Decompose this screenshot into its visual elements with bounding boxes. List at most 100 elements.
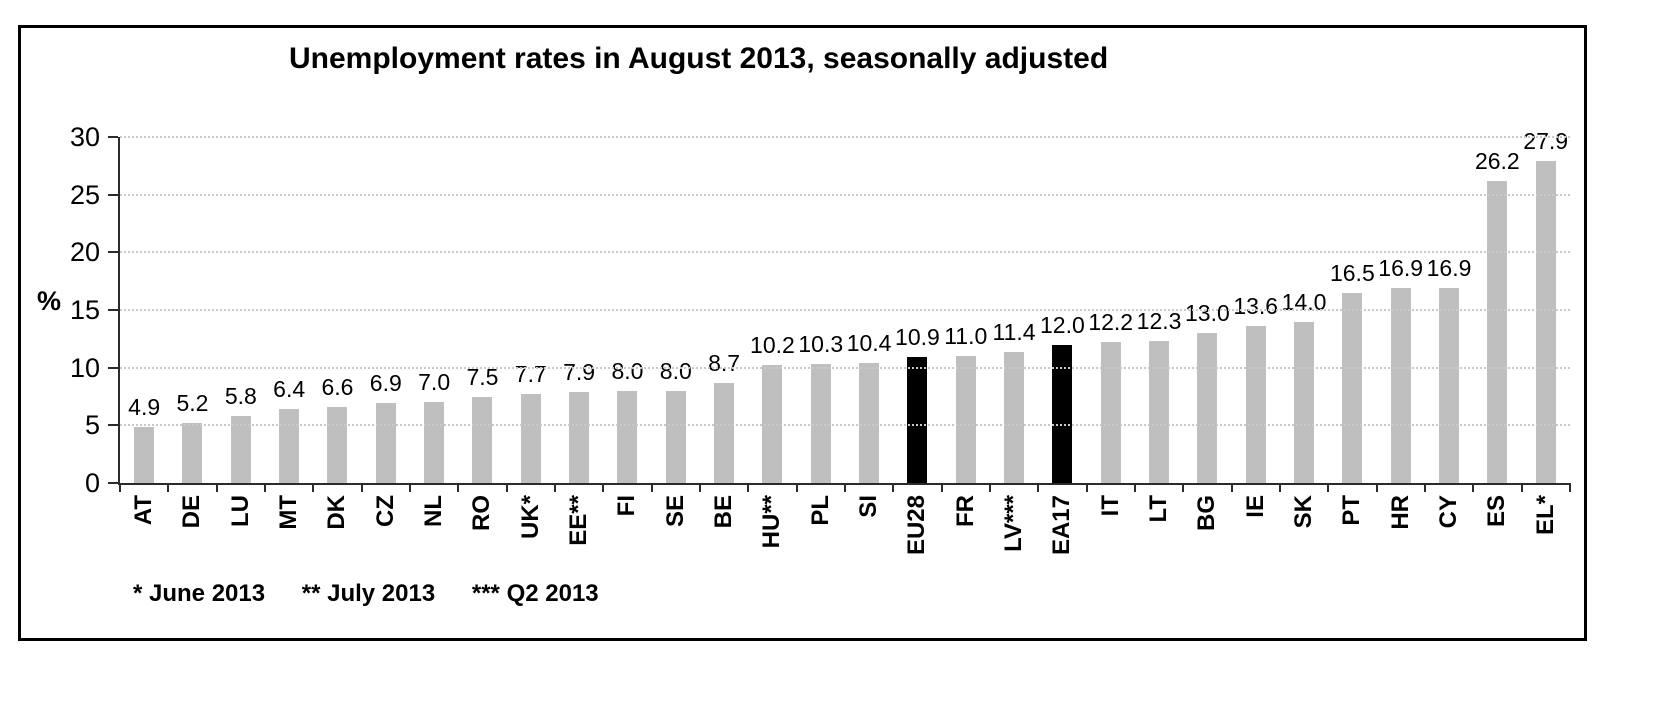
bar <box>1390 288 1411 483</box>
bar <box>1100 342 1121 483</box>
bar-group: 26.2 ES <box>1473 137 1521 527</box>
bar-value-label: 12.2 <box>1088 309 1134 336</box>
category-label: PL <box>806 495 834 526</box>
bar <box>810 364 831 483</box>
bar-value-label: 5.2 <box>176 390 209 417</box>
x-axis-tick <box>119 483 121 492</box>
x-axis-tick <box>1037 483 1040 492</box>
category-label: FR <box>951 495 979 527</box>
category-label: LT <box>1145 495 1173 523</box>
x-axis-tick <box>1134 483 1136 492</box>
bar-group: 8.7 BE <box>700 137 748 529</box>
bar-group: 11.0 FR <box>942 137 990 527</box>
bar <box>1245 326 1266 483</box>
x-axis-tick <box>457 483 460 492</box>
bar <box>230 416 251 483</box>
footnote-q2: *** Q2 2013 <box>471 580 599 607</box>
category-label: FI <box>613 495 641 517</box>
x-axis-tick <box>844 483 846 492</box>
x-axis-tick <box>409 483 411 492</box>
bar <box>907 357 928 483</box>
x-axis-tick <box>699 483 701 492</box>
y-axis-tick-label: 0 <box>84 468 100 498</box>
category-label: LV*** <box>1000 495 1028 552</box>
bar <box>1004 351 1025 483</box>
category-label: EA17 <box>1048 495 1076 556</box>
bar-value-label: 10.4 <box>846 330 892 357</box>
bar-value-label: 10.3 <box>798 331 844 358</box>
category-label: NL <box>420 495 448 527</box>
category-label: ES <box>1483 495 1511 528</box>
bar <box>859 363 880 483</box>
bar <box>617 390 638 483</box>
bar <box>472 396 493 483</box>
bar-value-label: 8.0 <box>611 357 644 384</box>
bar-value-label: 7.9 <box>563 358 596 385</box>
y-axis-tick-label: 10 <box>69 352 100 383</box>
bar <box>1342 292 1363 483</box>
bar-value-label: 16.5 <box>1329 259 1375 286</box>
footnote-june: * June 2013 <box>133 580 266 607</box>
bar-group: 5.2 DE <box>168 137 216 528</box>
bar-value-label: 5.8 <box>224 383 257 410</box>
bar-group: 7.9 EE** <box>555 137 603 546</box>
y-axis-tick-label: 25 <box>69 179 100 210</box>
category-label: SI <box>855 495 883 518</box>
bar-value-label: 27.9 <box>1523 128 1569 155</box>
bar <box>1197 333 1218 483</box>
y-axis-tick <box>108 309 118 311</box>
bar-group: 8.0 SE <box>652 137 700 527</box>
category-label: UK* <box>516 495 544 540</box>
bar <box>569 391 590 483</box>
bar-group: 13.0 BG <box>1183 137 1231 531</box>
plot-area: 4.9 AT 5.2 DE 5.8 LU 6.4 MT 6.6 DK 6.9 CZ 7.0 NL 7.5 RO… <box>118 128 1571 555</box>
bar-value-label: 6.6 <box>321 373 354 400</box>
category-label: LU <box>226 495 254 527</box>
bar-value-label: 7.7 <box>514 361 547 388</box>
footnote-july: ** July 2013 <box>301 580 436 607</box>
category-label: BG <box>1193 495 1221 531</box>
bar <box>1439 288 1460 483</box>
bar-value-label: 6.9 <box>369 370 402 397</box>
bar-value-label: 12.3 <box>1136 308 1182 335</box>
bar-group: 6.4 MT <box>265 137 313 529</box>
gridline <box>120 136 1570 138</box>
category-label: IT <box>1096 495 1124 517</box>
y-axis-tick <box>108 366 118 369</box>
bar-value-label: 8.7 <box>708 349 741 376</box>
x-axis-tick <box>650 483 653 492</box>
x-axis-tick <box>1424 483 1426 492</box>
bar-value-label: 10.9 <box>895 324 940 351</box>
bar-group: 12.2 IT <box>1087 137 1135 516</box>
x-axis-tick <box>1472 483 1475 492</box>
bar-value-label: 16.9 <box>1378 255 1424 282</box>
gridline <box>120 251 1570 254</box>
x-axis-tick <box>1327 483 1330 492</box>
chart-title: Unemployment rates in August 2013, seaso… <box>289 42 1109 75</box>
bar-value-label: 13.0 <box>1184 300 1230 327</box>
bar <box>424 402 445 483</box>
bar-group: 16.9 CY <box>1425 137 1473 528</box>
y-axis-tick <box>108 251 118 254</box>
bar-value-label: 8.0 <box>659 357 692 384</box>
y-axis-tick-label: 5 <box>84 410 100 441</box>
bar-group: 10.2 HU** <box>748 137 796 548</box>
category-label: BE <box>710 495 738 529</box>
bar-value-label: 4.9 <box>128 393 161 420</box>
x-axis-tick <box>167 483 170 492</box>
gridline <box>120 424 1570 427</box>
gridline <box>120 193 1570 196</box>
bar-value-label: 26.2 <box>1474 147 1520 174</box>
x-axis-tick <box>795 483 798 492</box>
bar-group: 5.8 LU <box>217 137 265 527</box>
category-label: PT <box>1338 495 1366 526</box>
x-axis-tick <box>602 483 605 492</box>
bar-group: 6.6 DK <box>313 137 361 530</box>
x-axis-tick <box>1085 483 1088 492</box>
footnote: * June 2013 ** July 2013 *** Q2 2013 <box>133 580 629 608</box>
bar <box>1535 161 1556 483</box>
bar-value-label: 11.0 <box>944 323 988 350</box>
bar-value-label: 16.9 <box>1426 255 1472 282</box>
x-axis-tick <box>1520 483 1523 492</box>
bar-value-label: 7.0 <box>418 369 451 396</box>
